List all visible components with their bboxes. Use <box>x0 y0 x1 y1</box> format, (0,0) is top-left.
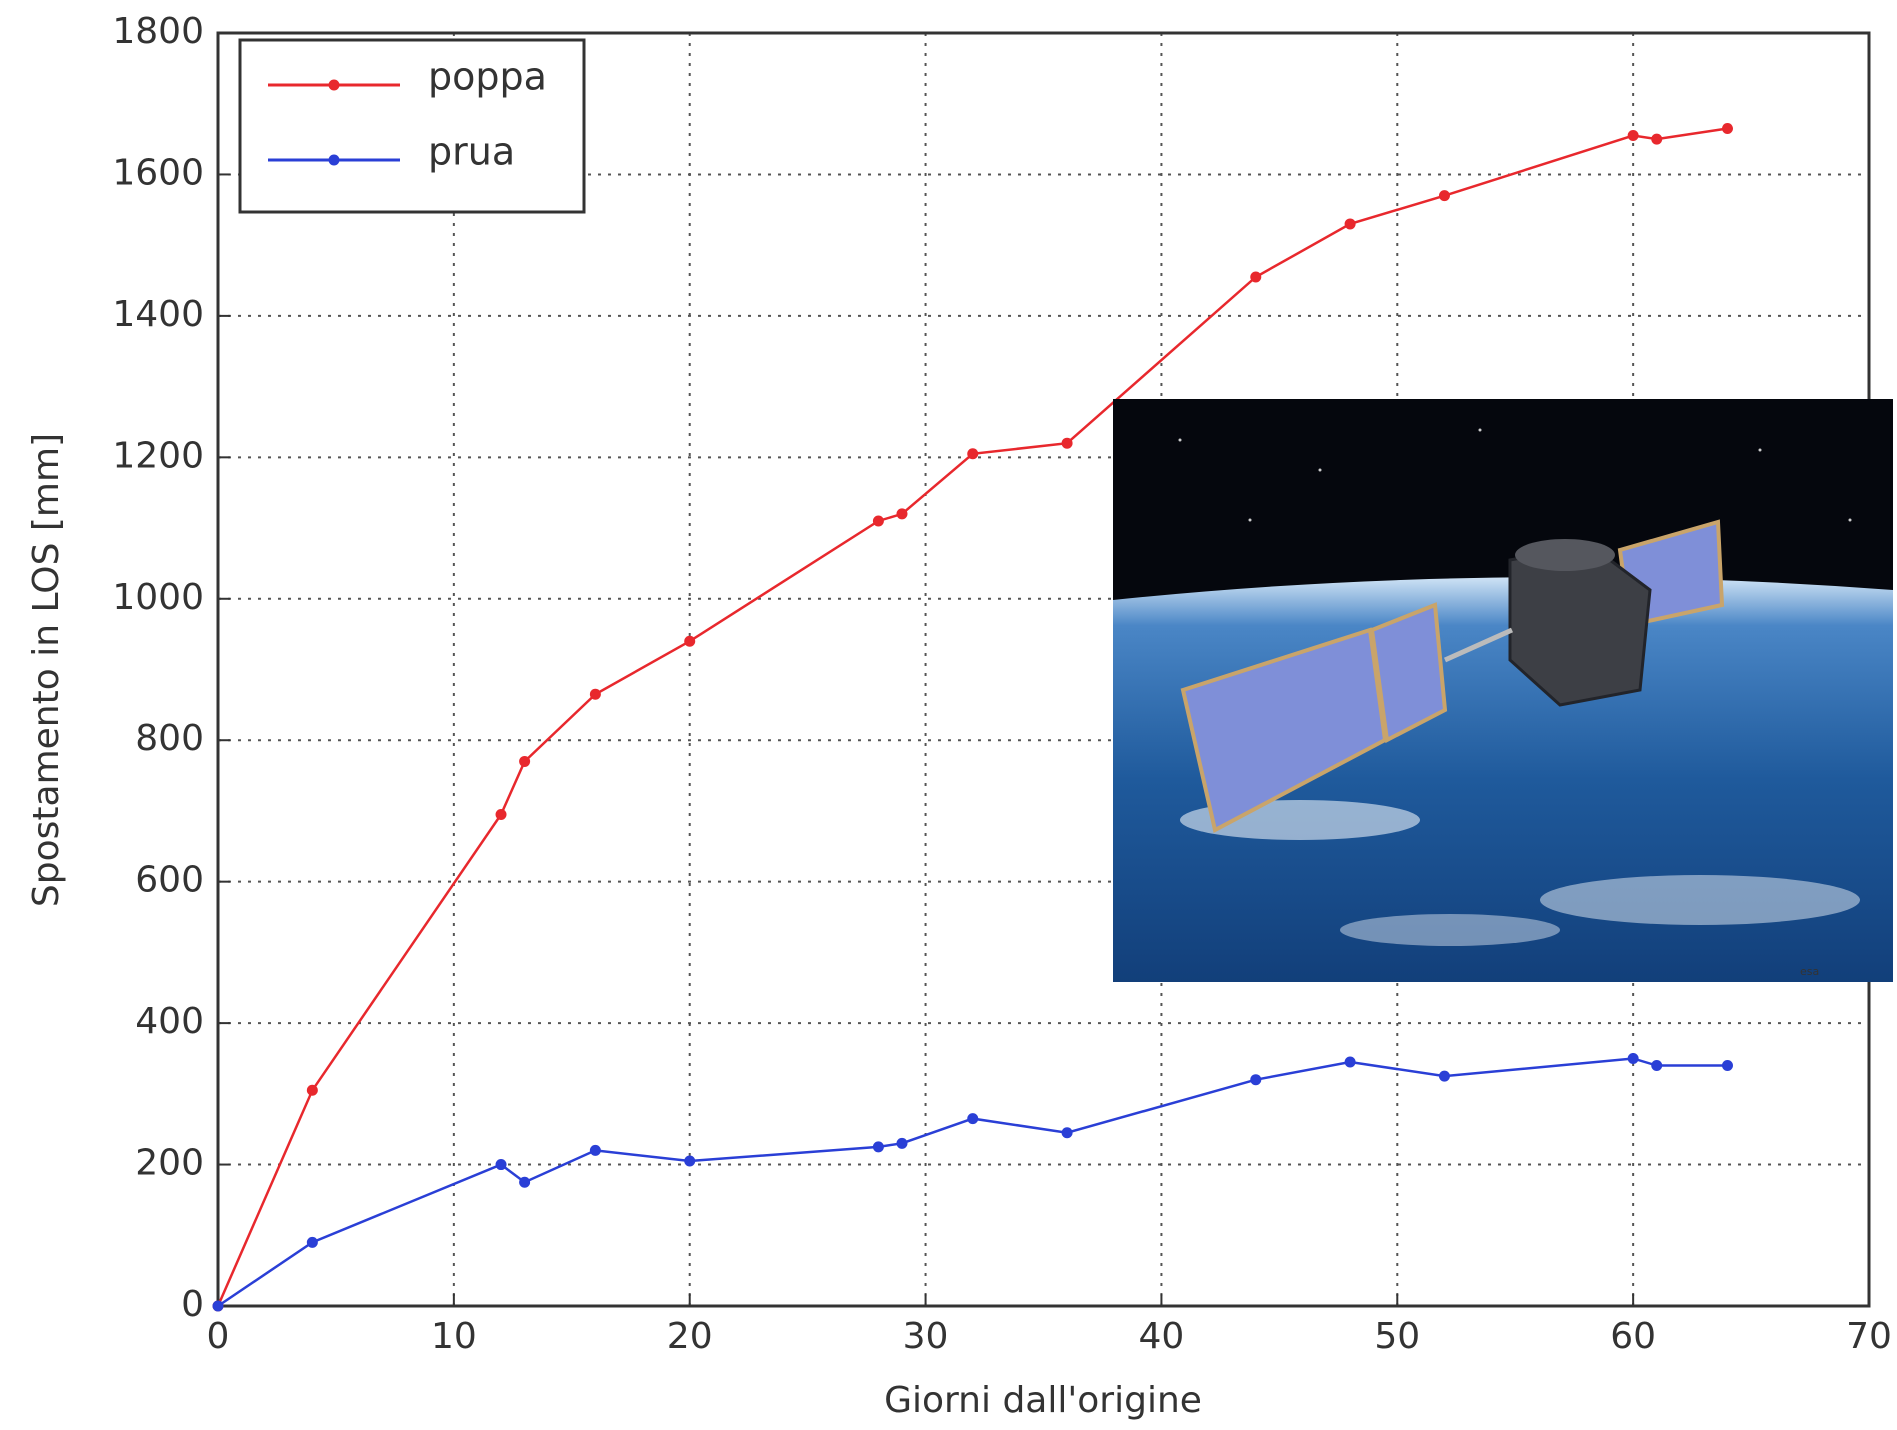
data-point <box>1627 130 1639 142</box>
y-tick-label: 1600 <box>112 152 204 193</box>
data-point <box>519 1176 531 1188</box>
y-tick-label: 600 <box>135 860 204 901</box>
legend-label: poppa <box>428 55 547 99</box>
data-point <box>1721 1060 1733 1072</box>
data-point <box>306 1236 318 1248</box>
y-tick-label: 1400 <box>112 294 204 335</box>
x-tick-label: 40 <box>1139 1316 1185 1357</box>
data-point <box>495 808 507 820</box>
data-point <box>589 688 601 700</box>
x-tick-label: 0 <box>207 1316 230 1357</box>
series-line <box>217 1057 1728 1308</box>
x-tick-label: 20 <box>667 1316 713 1357</box>
data-point <box>684 1155 696 1167</box>
x-tick-label: 50 <box>1374 1316 1420 1357</box>
y-tick-label: 1000 <box>112 577 204 618</box>
data-point <box>1651 133 1663 145</box>
data-point <box>967 448 979 460</box>
y-axis-label: Spostamento in LOS [mm] <box>26 433 67 907</box>
y-tick-label: 0 <box>181 1284 204 1325</box>
data-point <box>589 1144 601 1156</box>
legend-label: prua <box>428 130 515 174</box>
data-point <box>872 1141 884 1153</box>
y-tick-label: 1200 <box>112 435 204 476</box>
series-line <box>216 127 1728 1307</box>
data-point <box>1061 1127 1073 1139</box>
data-point <box>1438 190 1450 202</box>
y-tick-label: 1800 <box>112 11 204 52</box>
satellite-image: esa <box>1113 399 1893 982</box>
data-point <box>1344 1056 1356 1068</box>
x-tick-label: 10 <box>431 1316 477 1357</box>
y-tick-label: 400 <box>135 1001 204 1042</box>
data-point <box>495 1159 507 1171</box>
data-point <box>1344 218 1356 230</box>
x-tick-label: 60 <box>1610 1316 1656 1357</box>
plot-area: 0 10 20 30 40 50 60 70 0 200 400 600 800 1000 1200 1400… <box>112 11 1892 1357</box>
legend-marker <box>328 79 340 91</box>
data-point <box>872 515 884 527</box>
data-point <box>519 755 531 767</box>
data-point <box>306 1084 318 1096</box>
data-point <box>1061 437 1073 449</box>
data-point <box>1651 1060 1663 1072</box>
image-credit: esa <box>1800 965 1819 978</box>
y-tick-label: 200 <box>135 1143 204 1184</box>
legend: poppa prua <box>238 38 586 214</box>
data-point <box>1250 1074 1262 1086</box>
data-point <box>896 1137 908 1149</box>
data-point <box>1627 1052 1639 1064</box>
data-point <box>896 508 908 520</box>
data-point <box>1438 1070 1450 1082</box>
data-point <box>212 1300 224 1312</box>
x-tick-label: 70 <box>1846 1316 1892 1357</box>
legend-marker <box>328 154 340 166</box>
x-tick-label: 30 <box>903 1316 949 1357</box>
x-axis-label: Giorni dall'origine <box>884 1380 1202 1421</box>
data-point <box>1250 271 1262 283</box>
data-point <box>684 635 696 647</box>
y-tick-label: 800 <box>135 718 204 759</box>
data-point <box>967 1113 979 1125</box>
data-point <box>1721 122 1733 134</box>
